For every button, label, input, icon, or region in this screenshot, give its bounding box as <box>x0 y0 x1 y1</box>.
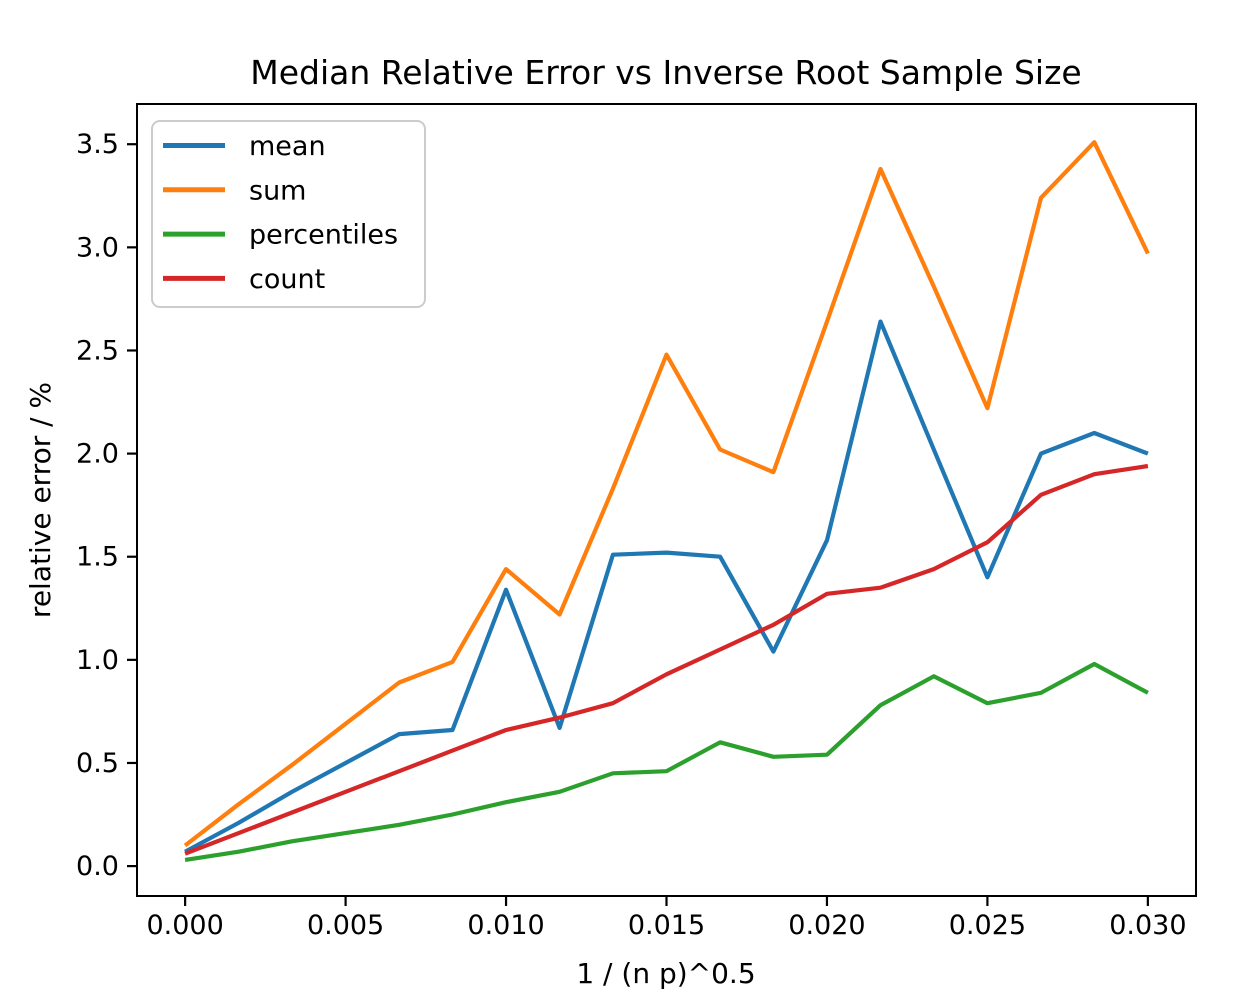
series-line-count <box>184 463 1149 856</box>
legend-box <box>151 120 426 308</box>
x-tick-label: 0.025 <box>949 910 1026 941</box>
legend-label-mean: mean <box>249 131 326 162</box>
y-tick-label: 2.0 <box>76 439 119 470</box>
y-tick-label: 0.0 <box>76 851 119 882</box>
y-tick-label: 3.5 <box>76 129 119 160</box>
x-tick-label: 0.020 <box>788 910 865 941</box>
series-line-percentiles <box>184 661 1149 862</box>
series-line-sum <box>183 140 1150 848</box>
chart-title: Median Relative Error vs Inverse Root Sa… <box>250 53 1081 92</box>
y-tick-label: 3.0 <box>76 232 119 263</box>
legend: mean sum percentiles count <box>151 120 426 308</box>
y-axis-label: relative error / % <box>24 382 57 618</box>
legend-label-percentiles: percentiles <box>249 220 398 251</box>
x-tick-label: 0.030 <box>1109 910 1186 941</box>
y-tick-label: 1.5 <box>76 542 119 573</box>
y-tick-label: 1.0 <box>76 645 119 676</box>
y-tick-label: 0.5 <box>76 748 119 779</box>
legend-label-sum: sum <box>249 175 306 206</box>
y-tick-label: 2.5 <box>76 335 119 366</box>
x-tick-label: 0.015 <box>628 910 705 941</box>
series-line-mean <box>184 319 1149 854</box>
x-tick-label: 0.010 <box>467 910 544 941</box>
axes-layer: 0.000 0.005 0.010 0.015 0.020 0.025 0.030 0.0 0.… <box>76 103 1197 941</box>
x-tick-label: 0.005 <box>307 910 384 941</box>
x-axis-label: 1 / (n p)^0.5 <box>576 957 755 990</box>
series-layer <box>183 140 1150 862</box>
legend-label-count: count <box>249 264 325 295</box>
x-tick-label: 0.000 <box>146 910 223 941</box>
